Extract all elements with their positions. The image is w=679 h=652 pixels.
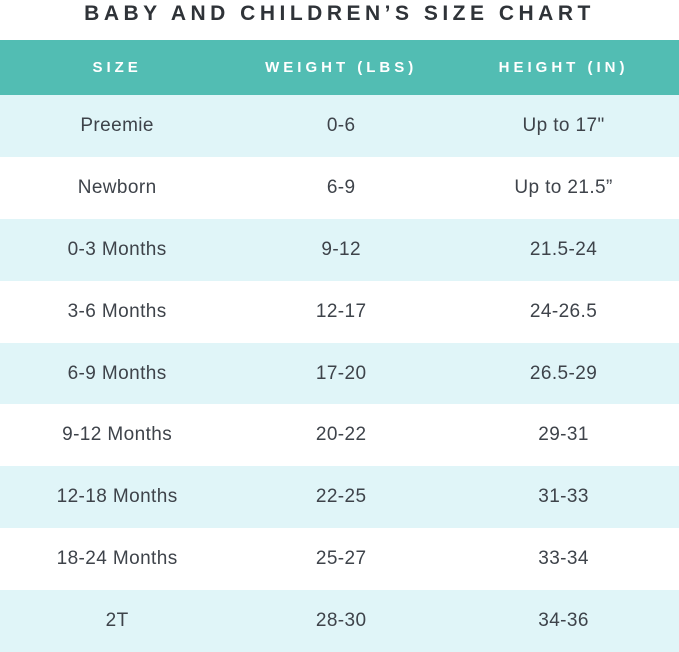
table-row: Newborn 6-9 Up to 21.5” — [0, 156, 679, 219]
table-header-row: SIZE WEIGHT (LBS) HEIGHT (IN) — [0, 40, 679, 95]
table-row: 0-3 Months 9-12 21.5-24 — [0, 218, 679, 281]
table-row: Preemie 0-6 Up to 17" — [0, 95, 679, 157]
height-cell: 33-34 — [538, 548, 589, 570]
height-cell: 29-31 — [538, 424, 589, 446]
height-cell: 24-26.5 — [529, 300, 598, 322]
table-body: Preemie 0-6 Up to 17" Newborn 6-9 Up to 21.5”… — [0, 95, 679, 652]
column-header-size: SIZE — [92, 59, 142, 76]
size-cell: 9-12 Months — [62, 424, 173, 446]
table-row: 9-12 Months 20-22 29-31 — [0, 404, 679, 467]
weight-cell: 25-27 — [315, 548, 367, 570]
size-cell: Preemie — [80, 114, 154, 136]
table-row: 18-24 Months 25-27 33-34 — [0, 528, 679, 591]
size-cell: 2T — [105, 610, 129, 632]
weight-cell: 17-20 — [315, 362, 367, 384]
size-cell: 12-18 Months — [56, 486, 178, 508]
weight-cell: 6-9 — [326, 176, 356, 198]
column-header-height: HEIGHT (IN) — [498, 59, 629, 76]
page-title: BABY AND CHILDREN’S SIZE CHART — [84, 2, 595, 25]
size-cell: 6-9 Months — [67, 362, 167, 384]
weight-cell: 22-25 — [315, 486, 367, 508]
table-row: 12-18 Months 22-25 31-33 — [0, 466, 679, 529]
height-cell: Up to 21.5” — [514, 176, 613, 198]
weight-cell: 0-6 — [326, 114, 356, 136]
table-row: 2T 28-30 34-36 — [0, 590, 679, 652]
size-cell: 3-6 Months — [67, 300, 167, 322]
weight-cell: 28-30 — [315, 610, 367, 632]
height-cell: 31-33 — [538, 486, 589, 508]
height-cell: 34-36 — [538, 610, 589, 632]
weight-cell: 9-12 — [321, 238, 361, 260]
size-cell: 0-3 Months — [67, 238, 167, 260]
height-cell: 21.5-24 — [529, 238, 598, 260]
weight-cell: 20-22 — [315, 424, 367, 446]
size-cell: Newborn — [77, 176, 157, 198]
height-cell: Up to 17" — [522, 114, 605, 136]
size-cell: 18-24 Months — [56, 548, 178, 570]
weight-cell: 12-17 — [315, 300, 367, 322]
table-row: 3-6 Months 12-17 24-26.5 — [0, 280, 679, 343]
table-row: 6-9 Months 17-20 26.5-29 — [0, 342, 679, 405]
height-cell: 26.5-29 — [529, 362, 598, 384]
column-header-weight: WEIGHT (LBS) — [265, 59, 418, 76]
